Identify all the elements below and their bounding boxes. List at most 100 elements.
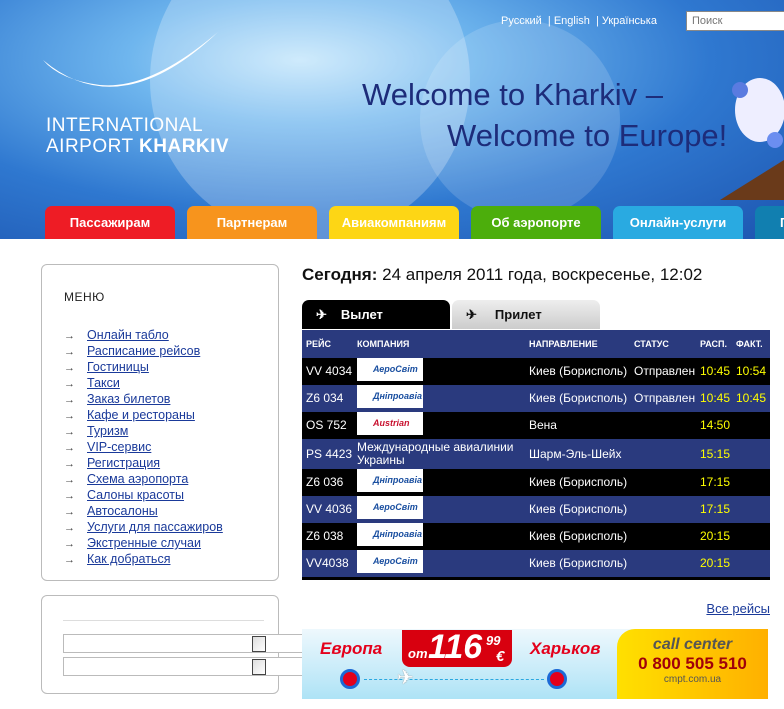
nav-tab-passengers[interactable]: Пассажирам [45, 206, 175, 239]
menu-link[interactable]: Кафе и рестораны [87, 408, 195, 422]
menu-item[interactable]: → Туризм [64, 423, 223, 439]
route-line [364, 679, 544, 680]
flight-row: VV 4036 АероСвіт Киев (Борисполь) 17:15 [302, 496, 770, 523]
nav-tab-partners[interactable]: Партнерам [187, 206, 317, 239]
tab-arrivals[interactable]: ✈ Прилет [452, 300, 600, 329]
scheduled-time: 10:45 [700, 364, 731, 378]
flight-row: VV4038 АероСвіт Киев (Борисполь) 20:15 [302, 550, 770, 577]
scheduled-time: 10:45 [700, 391, 731, 405]
col-company: КОМПАНИЯ [357, 339, 410, 349]
menu-link[interactable]: Как добраться [87, 552, 171, 566]
flight-row: VV 4034 АероСвіт Киев (Борисполь) Отправлен… [302, 358, 770, 385]
scheduled-time: 20:15 [700, 529, 731, 543]
menu-link[interactable]: Туризм [87, 424, 129, 438]
company-name: Международные авиалинии Украины [357, 440, 514, 467]
tab-departures[interactable]: ✈ Вылет [302, 300, 450, 329]
flight-number: VV4038 [306, 556, 349, 570]
menu-link[interactable]: Экстренные случаи [87, 536, 201, 550]
flight-number: OS 752 [306, 418, 347, 432]
menu-item[interactable]: → VIP-сервис [64, 439, 223, 455]
menu-list: → Онлайн табло → Расписание рейсов → Гостиниц… [64, 327, 223, 567]
arrow-right-icon: → [64, 410, 75, 422]
arrow-right-icon: → [64, 346, 75, 358]
menu-link[interactable]: Онлайн табло [87, 328, 169, 342]
menu-box: МЕНЮ → Онлайн табло → Расписание рейсов → Гос… [41, 264, 279, 581]
menu-item[interactable]: → Автосалоны [64, 503, 223, 519]
menu-link[interactable]: Гостиницы [87, 360, 149, 374]
airline-logo: Дніпроавіа [357, 523, 423, 546]
menu-link[interactable]: Расписание рейсов [87, 344, 201, 358]
airline-logo: Дніпроавіа [357, 385, 423, 408]
menu-item[interactable]: → Кафе и рестораны [64, 407, 223, 423]
menu-link[interactable]: Регистрация [87, 456, 161, 470]
flight-row: OS 752 Austrian Вена 14:50 [302, 412, 770, 439]
destination: Киев (Борисполь) [529, 502, 628, 516]
flight-number: Z6 038 [306, 529, 344, 543]
arrow-right-icon: → [64, 426, 75, 438]
destination: Вена [529, 418, 557, 432]
flight-row: Z6 038 Дніпроавіа Киев (Борисполь) 20:15 [302, 523, 770, 550]
menu-title: МЕНЮ [64, 290, 105, 304]
menu-item[interactable]: → Такси [64, 375, 223, 391]
all-flights-link[interactable]: Все рейсы [706, 601, 770, 616]
menu-item[interactable]: → Гостиницы [64, 359, 223, 375]
menu-item[interactable]: → Услуги для пассажиров [64, 519, 223, 535]
call-center: call center 0 800 505 510 cmpt.com.ua [617, 629, 768, 699]
welcome-line-1: Welcome to Kharkiv – [362, 77, 663, 112]
status: Отправлен [634, 391, 696, 405]
menu-item[interactable]: → Салоны красоты [64, 487, 223, 503]
menu-link[interactable]: Автосалоны [87, 504, 158, 518]
airline-logo: АероСвіт [357, 496, 423, 519]
airport-logo-icon [43, 32, 218, 87]
search-input[interactable] [686, 11, 784, 31]
arrow-right-icon: → [64, 554, 75, 566]
ad-banner[interactable]: Европа от 116 99 € Харьков ✈ call center… [302, 629, 768, 699]
flight-number: PS 4423 [306, 447, 353, 461]
menu-link[interactable]: Услуги для пассажиров [87, 520, 223, 534]
col-flight: РЕЙС [306, 339, 331, 349]
destination: Киев (Борисполь) [529, 556, 628, 570]
menu-item[interactable]: → Расписание рейсов [64, 343, 223, 359]
menu-item[interactable]: → Как добраться [64, 551, 223, 567]
actual-time: 10:45 [736, 391, 767, 405]
arrow-right-icon: → [64, 538, 75, 550]
password-input[interactable] [63, 657, 303, 676]
welcome-line-2: Welcome to Europe! [447, 118, 728, 153]
menu-item[interactable]: → Схема аэропорта [64, 471, 223, 487]
menu-link[interactable]: Схема аэропорта [87, 472, 189, 486]
scheduled-time: 20:15 [700, 556, 731, 570]
menu-link[interactable]: Такси [87, 376, 120, 390]
scheduled-time: 15:15 [700, 447, 731, 461]
arrow-right-icon: → [64, 474, 75, 486]
origin-dot-icon [340, 669, 360, 689]
login-input[interactable] [63, 634, 303, 653]
menu-item[interactable]: → Регистрация [64, 455, 223, 471]
arrow-right-icon: → [64, 330, 75, 342]
nav-tab-about[interactable]: Об аэропорте [471, 206, 601, 239]
col-actual: ФАКТ. [736, 339, 763, 349]
banner-price: от 116 99 € [402, 629, 512, 667]
airline-logo: АероСвіт [357, 550, 423, 573]
flowers-image [720, 78, 784, 200]
actual-time: 10:54 [736, 364, 767, 378]
flight-row: Z6 036 Дніпроавіа Киев (Борисполь) 17:15 [302, 469, 770, 496]
scheduled-time: 17:15 [700, 475, 731, 489]
lang-russian[interactable]: Русский [501, 15, 542, 27]
flight-board: РЕЙС КОМПАНИЯ НАПРАВЛЕНИЕ СТАТУС РАСП. Ф… [302, 330, 770, 580]
flight-number: VV 4036 [306, 502, 353, 516]
destination-dot-icon [547, 669, 567, 689]
lang-english[interactable]: English [553, 15, 590, 27]
lang-ukrainian[interactable]: Українська [601, 15, 657, 27]
menu-item[interactable]: → Экстренные случаи [64, 535, 223, 551]
nav-tab-airlines[interactable]: Авиакомпаниям [329, 206, 459, 239]
menu-link[interactable]: Салоны красоты [87, 488, 185, 502]
menu-item[interactable]: → Онлайн табло [64, 327, 223, 343]
banner-from: Европа [320, 639, 383, 658]
menu-link[interactable]: Заказ билетов [87, 392, 171, 406]
flight-number: Z6 036 [306, 475, 344, 489]
nav-tab-online[interactable]: Онлайн-услуги [613, 206, 743, 239]
menu-item[interactable]: → Заказ билетов [64, 391, 223, 407]
destination: Шарм-Эль-Шейх [529, 447, 622, 461]
menu-link[interactable]: VIP-сервис [87, 440, 152, 454]
nav-tab-more[interactable]: П [755, 206, 784, 239]
